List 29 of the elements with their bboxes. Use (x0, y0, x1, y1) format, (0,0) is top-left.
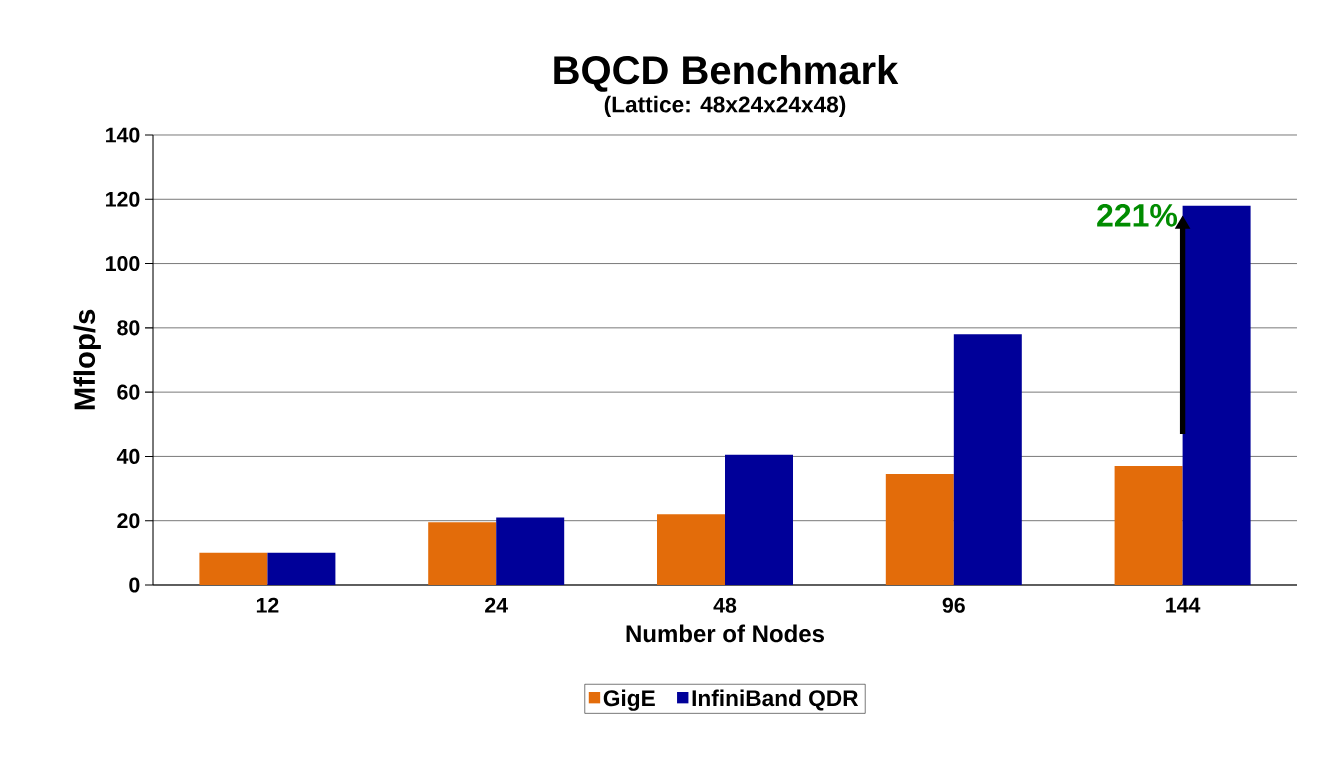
y-tick-label: 40 (116, 448, 140, 464)
legend-label: InfiniBand QDR (692, 689, 859, 711)
y-tick-label: 0 (129, 577, 140, 593)
y-tick-label: 120 (106, 191, 140, 207)
x-axis-title: Number of Nodes (626, 624, 824, 643)
bar (428, 522, 497, 585)
chart-subtitle: (Lattice: 48x24x24x48) (604, 95, 846, 117)
bar (1114, 466, 1183, 585)
y-tick-label: 140 (106, 127, 140, 143)
bar (657, 514, 725, 585)
x-tick-label: 24 (485, 597, 508, 613)
x-tick-label: 96 (942, 597, 965, 613)
y-tick-label: 80 (117, 320, 140, 336)
annotation: 221% (1097, 204, 1178, 227)
legend-label: GigE (603, 689, 655, 711)
bar (725, 454, 793, 585)
bar (267, 552, 336, 585)
y-tick-label: 20 (117, 513, 140, 529)
x-tick-label: 12 (256, 597, 279, 613)
y-axis-title: Mflop/s (73, 309, 101, 410)
bar (496, 517, 565, 585)
bar (199, 552, 268, 585)
y-tick-label: 100 (106, 256, 140, 272)
chart-title: BQCD Benchmark (554, 54, 899, 92)
y-tick-label: 60 (117, 384, 140, 400)
x-tick-label: 144 (1166, 597, 1201, 613)
bar (885, 474, 954, 585)
x-tick-label: 48 (713, 597, 737, 613)
bar (953, 334, 1022, 585)
